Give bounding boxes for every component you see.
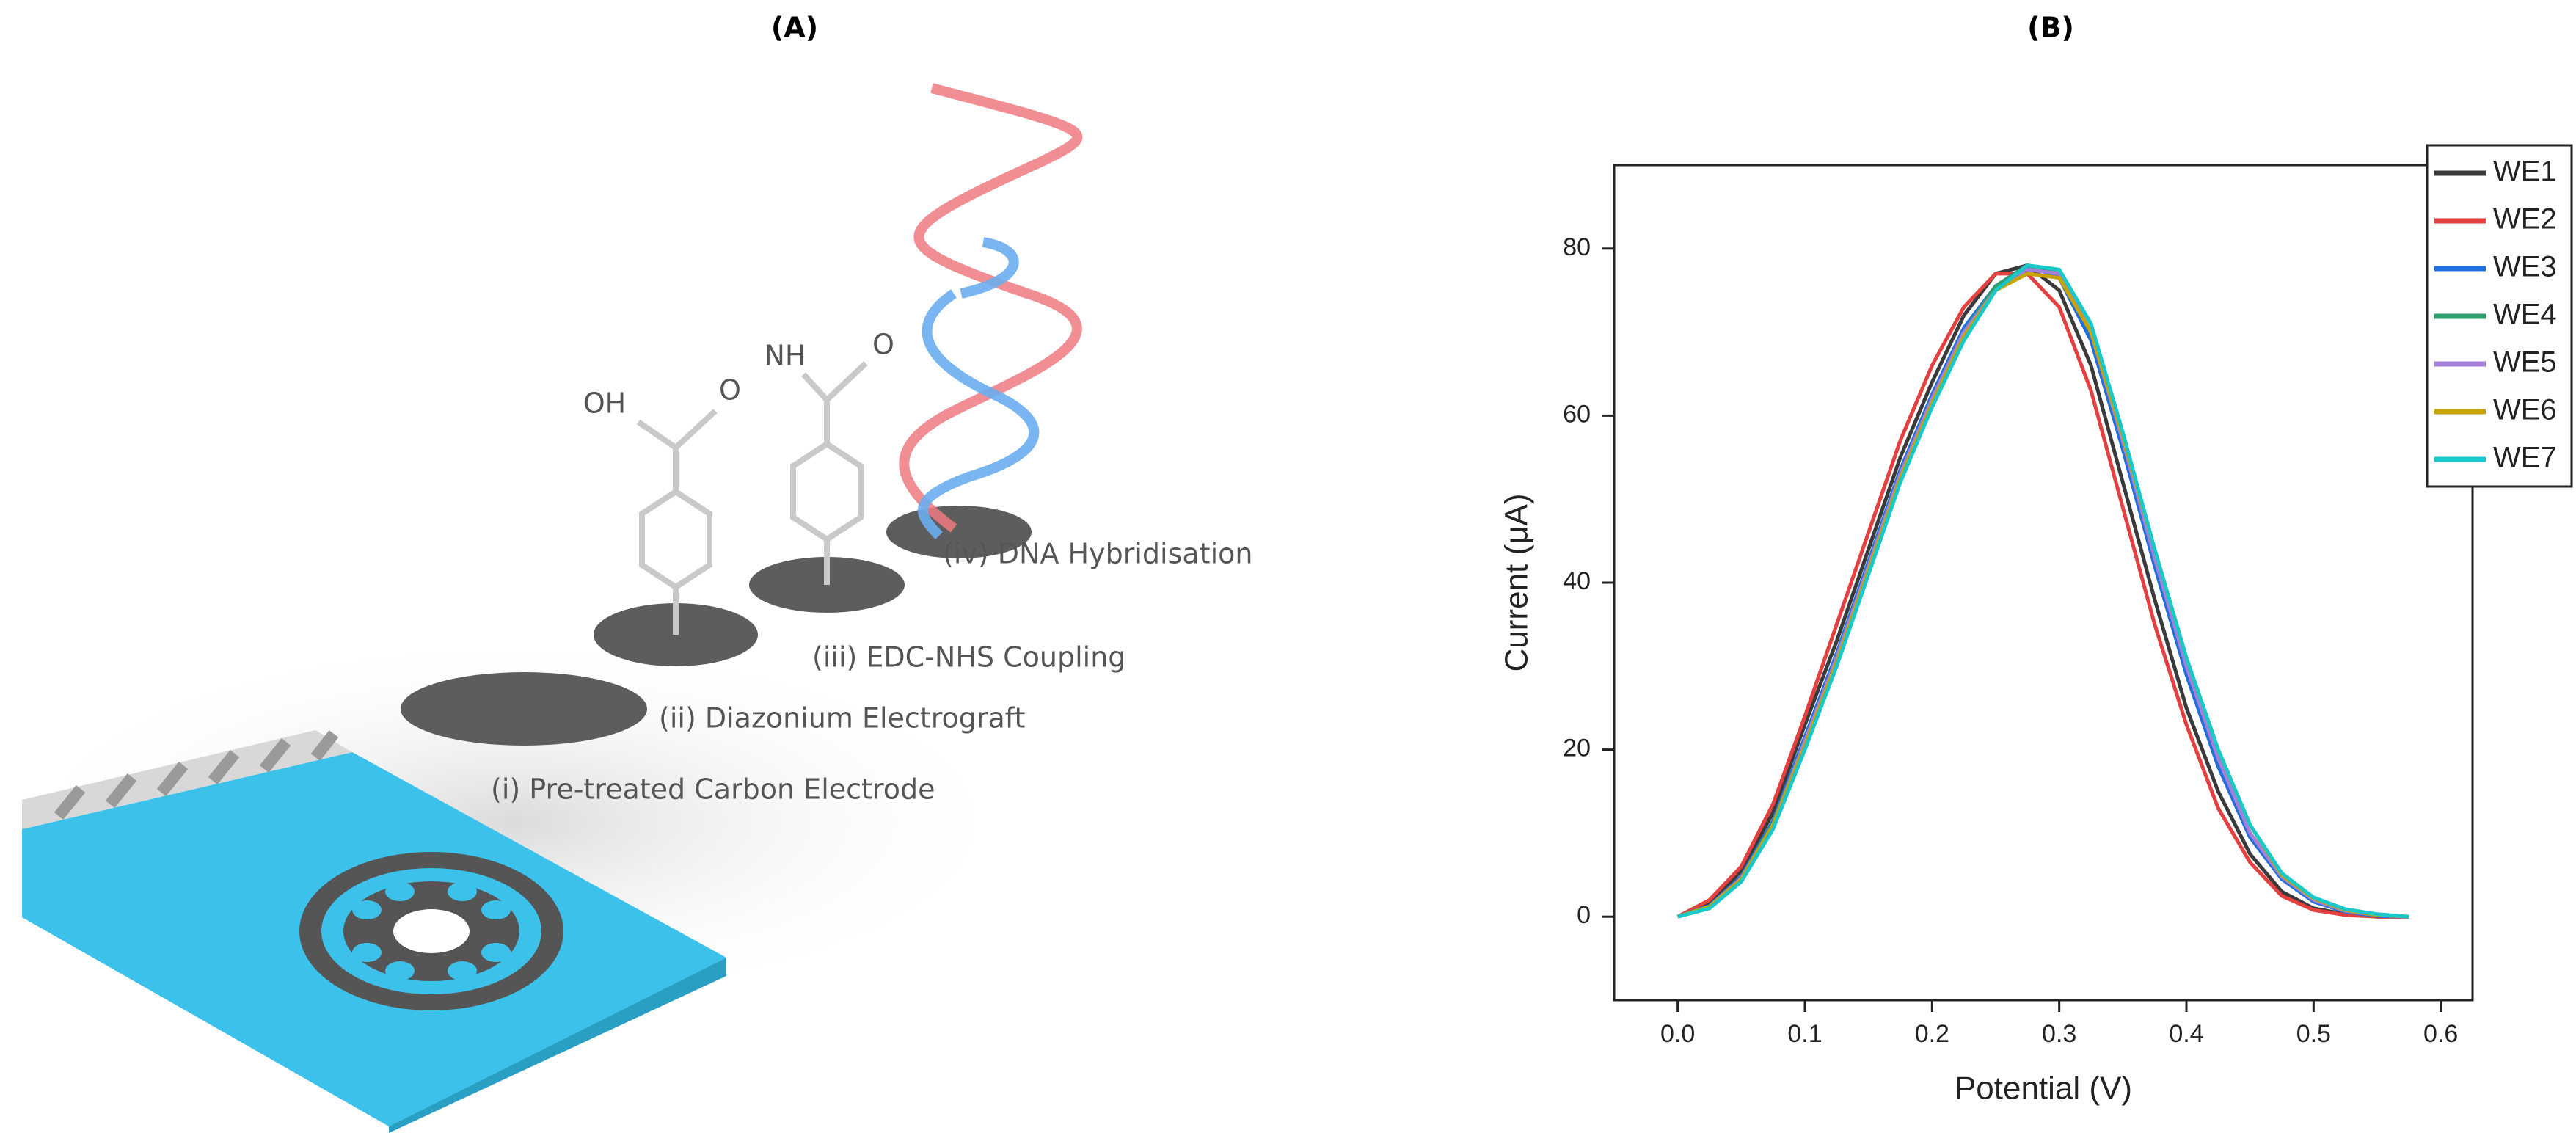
- x-tick-label: 0.2: [1915, 1020, 1949, 1048]
- step-label: (i) Pre-treated Carbon Electrode: [491, 773, 935, 806]
- molecule: [636, 361, 868, 635]
- data-line: [1676, 272, 2409, 919]
- data-line: [1676, 263, 2409, 919]
- dna-strand: [899, 83, 1083, 533]
- x-tick-label: 0.1: [1787, 1020, 1822, 1048]
- chem-label: O: [719, 374, 741, 407]
- x-tick-label: 0.6: [2423, 1020, 2458, 1048]
- y-tick-label: 60: [1563, 400, 1591, 428]
- y-tick-label: 40: [1563, 567, 1591, 595]
- x-tick-label: 0.4: [2169, 1020, 2203, 1048]
- chem-label: O: [872, 329, 894, 361]
- chart-title: (B): [2027, 12, 2074, 44]
- legend-label: WE2: [2493, 203, 2557, 236]
- legend-label: WE6: [2493, 394, 2557, 426]
- chem-label: NH: [765, 340, 806, 372]
- legend-label: WE4: [2493, 299, 2557, 331]
- y-tick-label: 80: [1563, 233, 1591, 261]
- data-line: [1676, 263, 2409, 919]
- panel-a: (A): [0, 12, 1252, 1133]
- disc: [401, 672, 647, 746]
- contact-lines: [54, 730, 339, 820]
- data-line: [1676, 267, 2409, 919]
- step-label: (iv) DNA Hybridisation: [943, 538, 1252, 570]
- sensor: [299, 852, 563, 1010]
- step-label: (ii) Diazonium Electrograft: [659, 702, 1025, 735]
- x-tick-label: 0.0: [1660, 1020, 1695, 1048]
- y-tick-label: 20: [1563, 735, 1591, 762]
- chem-label: OH: [583, 387, 626, 420]
- data-line: [1677, 263, 2409, 919]
- panel-label: (A): [771, 12, 818, 44]
- legend-label: WE5: [2493, 346, 2557, 379]
- y-axis-label: Current (μA): [1499, 494, 1535, 672]
- y-tick-label: 0: [1577, 901, 1591, 929]
- dna-strand: [918, 237, 1040, 539]
- step-label: (iii) EDC-NHS Coupling: [812, 641, 1125, 674]
- x-axis-label: Potential (V): [1955, 1071, 2132, 1107]
- x-tick-label: 0.3: [2042, 1020, 2076, 1048]
- strip-edge: [389, 958, 726, 1133]
- legend-label: WE3: [2493, 251, 2557, 283]
- data-line: [1676, 272, 2409, 919]
- legend-label: WE1: [2493, 156, 2557, 188]
- legend-label: WE7: [2493, 442, 2557, 474]
- data-line: [1676, 263, 2409, 919]
- panel-b: (B) 0.0 0.1 0.2 0.3 0.4 0.5 0.6 0 20 40 60 80 Potent…: [1499, 12, 2573, 1107]
- x-tick-label: 0.5: [2296, 1020, 2331, 1048]
